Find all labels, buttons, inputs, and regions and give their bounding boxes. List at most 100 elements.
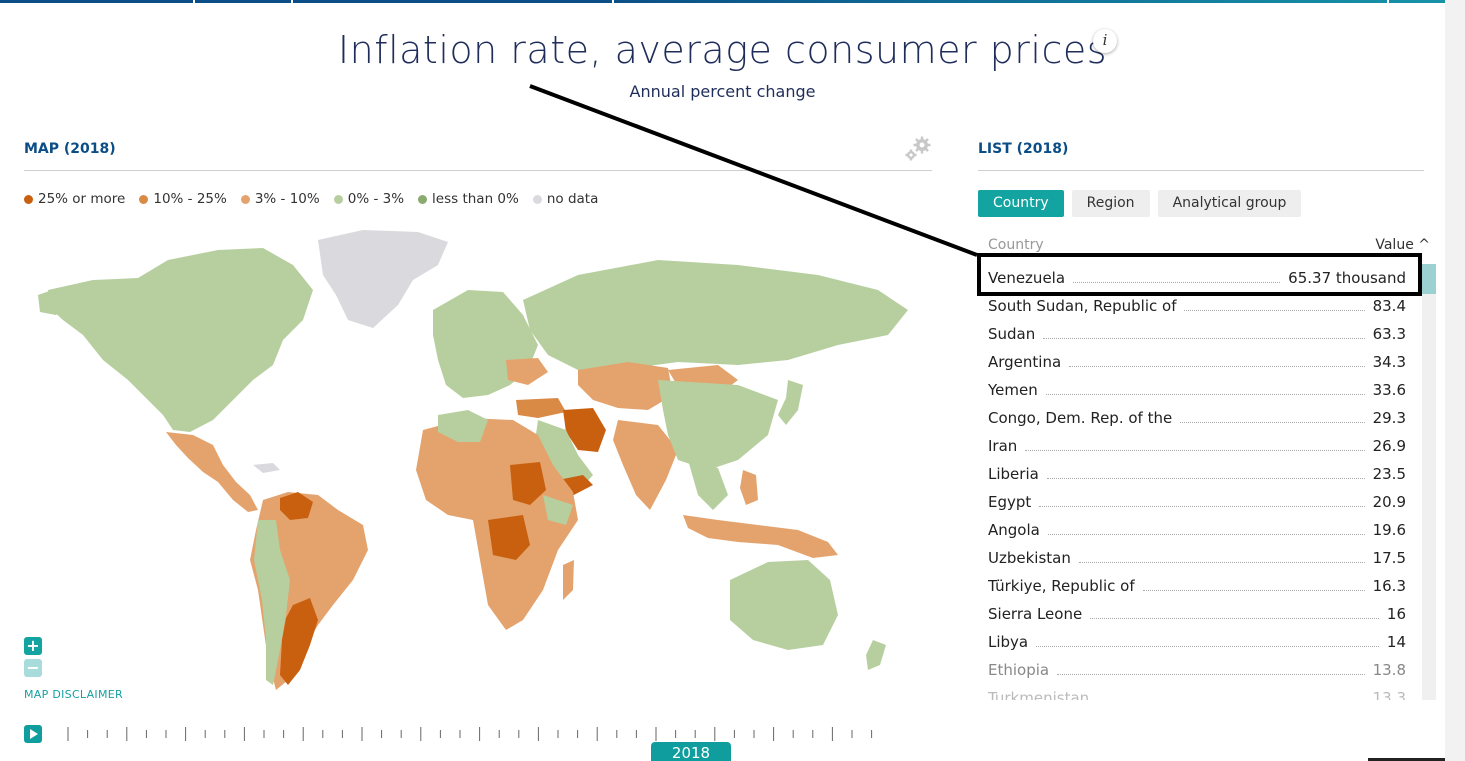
legend-item-negative[interactable]: less than 0% — [418, 191, 519, 207]
country-name: Congo, Dem. Rep. of the — [988, 409, 1173, 427]
world-map[interactable] — [18, 220, 930, 710]
list-item[interactable]: Ethiopia 13.8 — [988, 656, 1406, 684]
page-title: Inflation rate, average consumer prices — [337, 28, 1108, 72]
country-name: Uzbekistan — [988, 549, 1071, 567]
russia[interactable] — [523, 260, 908, 370]
argentina[interactable] — [280, 598, 318, 685]
dot-leader — [1039, 505, 1365, 507]
tab-region[interactable]: Region — [1071, 190, 1150, 217]
list-item[interactable]: Yemen 33.6 — [988, 376, 1406, 404]
iran[interactable] — [563, 408, 606, 452]
list-item[interactable]: Angola 19.6 — [988, 516, 1406, 544]
column-country-header[interactable]: Country — [988, 237, 1044, 253]
list-item[interactable]: Congo, Dem. Rep. of the 29.3 — [988, 404, 1406, 432]
list-item[interactable]: Sudan 63.3 — [988, 320, 1406, 348]
list-item[interactable]: Argentina 34.3 — [988, 348, 1406, 376]
legend-swatch — [418, 194, 428, 204]
legend-swatch — [240, 194, 250, 204]
list-item[interactable]: Uzbekistan 17.5 — [988, 544, 1406, 572]
list-item[interactable]: Venezuela 65.37 thousand — [988, 264, 1406, 292]
info-icon[interactable]: i — [1093, 29, 1117, 53]
country-value: 14 — [1386, 633, 1406, 651]
legend-label: 10% - 25% — [153, 191, 227, 207]
central-asia[interactable] — [578, 362, 673, 410]
country-name: Iran — [988, 437, 1018, 455]
southeast-asia[interactable] — [688, 460, 728, 510]
venezuela[interactable] — [280, 492, 313, 520]
list-item[interactable]: Iran 26.9 — [988, 432, 1406, 460]
legend-item-0-3[interactable]: 0% - 3% — [333, 191, 404, 207]
country-name: Sudan — [988, 325, 1036, 343]
sudan[interactable] — [510, 462, 546, 505]
country-name: Libya — [988, 633, 1029, 651]
dot-leader — [1090, 617, 1379, 619]
philippines[interactable] — [740, 470, 758, 505]
japan[interactable] — [778, 380, 803, 425]
list-item[interactable]: Libya 14 — [988, 628, 1406, 656]
list-scrollbar-thumb[interactable] — [1422, 264, 1436, 294]
column-value-header[interactable]: Value ^ — [1375, 237, 1430, 253]
list-scrollbar[interactable] — [1422, 264, 1436, 700]
country-value: 13.8 — [1372, 661, 1406, 679]
dot-leader — [1180, 421, 1365, 423]
country-name: Yemen — [988, 381, 1038, 399]
south-asia[interactable] — [613, 420, 678, 510]
mexico[interactable] — [166, 432, 258, 512]
country-value: 34.3 — [1372, 353, 1406, 371]
tab-country[interactable]: Country — [978, 190, 1064, 217]
page-scrollbar-strip — [1445, 0, 1465, 761]
zoom-in-button[interactable]: + — [24, 637, 42, 655]
andean-region[interactable] — [254, 520, 290, 685]
country-value: 33.6 — [1372, 381, 1406, 399]
list-item[interactable]: Liberia 23.5 — [988, 460, 1406, 488]
north-america[interactable] — [48, 248, 313, 432]
play-icon[interactable] — [24, 725, 42, 743]
country-list[interactable]: Venezuela 65.37 thousand South Sudan, Repu… — [988, 264, 1406, 700]
australia[interactable] — [730, 560, 838, 650]
dot-leader — [1057, 673, 1365, 675]
zoom-out-button[interactable]: − — [24, 659, 42, 677]
turkey[interactable] — [516, 398, 566, 418]
country-value: 20.9 — [1372, 493, 1406, 511]
horn-of-africa[interactable] — [543, 495, 573, 525]
map-heading: MAP (2018) — [24, 141, 116, 157]
dr-congo[interactable] — [488, 515, 530, 560]
legend-swatch — [532, 194, 542, 204]
list-header: Country Value ^ — [988, 237, 1430, 253]
madagascar[interactable] — [563, 560, 574, 600]
map-divider — [24, 170, 932, 171]
list-item[interactable]: Turkmenistan 13.3 — [988, 684, 1406, 700]
gear-icon[interactable] — [903, 136, 933, 162]
legend-item-10-25[interactable]: 10% - 25% — [139, 191, 227, 207]
list-divider — [978, 170, 1424, 171]
bottom-edge-mark — [1368, 758, 1445, 761]
dot-leader — [1184, 309, 1365, 311]
list-item[interactable]: Egypt 20.9 — [988, 488, 1406, 516]
legend-item-25-plus[interactable]: 25% or more — [24, 191, 125, 207]
caribbean[interactable] — [253, 463, 280, 473]
list-item[interactable]: Sierra Leone 16 — [988, 600, 1406, 628]
list-item[interactable]: Türkiye, Republic of 16.3 — [988, 572, 1406, 600]
legend-item-3-10[interactable]: 3% - 10% — [240, 191, 320, 207]
timeline-year-badge[interactable]: 2018 — [651, 742, 731, 761]
ukraine[interactable] — [506, 358, 548, 385]
new-zealand[interactable] — [866, 640, 886, 670]
country-name: Egypt — [988, 493, 1032, 511]
timeline-slider[interactable] — [66, 726, 891, 742]
country-value: 29.3 — [1372, 409, 1406, 427]
country-value: 17.5 — [1372, 549, 1406, 567]
country-name: Ethiopia — [988, 661, 1050, 679]
map-disclaimer-link[interactable]: MAP DISCLAIMER — [24, 688, 123, 701]
china[interactable] — [658, 380, 778, 470]
country-value: 65.37 thousand — [1288, 269, 1406, 287]
alaska[interactable] — [38, 288, 73, 315]
list-tabs: Country Region Analytical group — [978, 190, 1302, 217]
dot-leader — [1036, 645, 1379, 647]
greenland[interactable] — [318, 230, 448, 328]
indonesia[interactable] — [683, 515, 838, 558]
tab-analytical-group[interactable]: Analytical group — [1157, 190, 1302, 217]
legend-item-no-data[interactable]: no data — [532, 191, 598, 207]
list-item[interactable]: South Sudan, Republic of 83.4 — [988, 292, 1406, 320]
north-africa[interactable] — [438, 410, 488, 442]
dot-leader — [1078, 561, 1365, 563]
